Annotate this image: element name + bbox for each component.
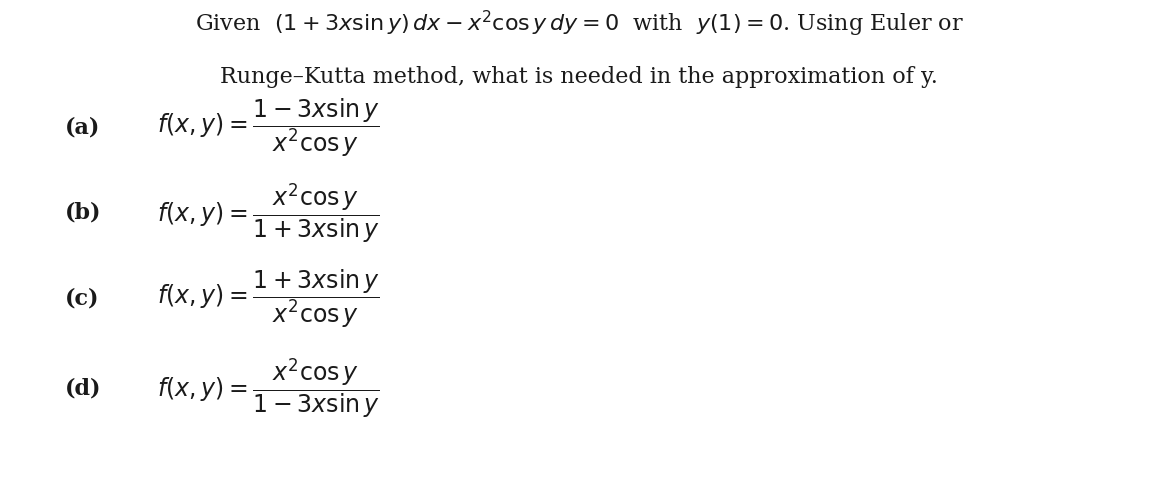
Text: $f(x, y) = \dfrac{x^2\cos y}{1+3x\sin y}$: $f(x, y) = \dfrac{x^2\cos y}{1+3x\sin y}… xyxy=(157,181,380,245)
Text: (d): (d) xyxy=(65,378,102,400)
Text: $f(x, y) = \dfrac{x^2\cos y}{1-3x\sin y}$: $f(x, y) = \dfrac{x^2\cos y}{1-3x\sin y}… xyxy=(157,357,380,421)
Text: $f(x, y) = \dfrac{1-3x\sin y}{x^2\cos y}$: $f(x, y) = \dfrac{1-3x\sin y}{x^2\cos y}… xyxy=(157,96,380,159)
Text: $f(x, y) = \dfrac{1+3x\sin y}{x^2\cos y}$: $f(x, y) = \dfrac{1+3x\sin y}{x^2\cos y}… xyxy=(157,267,380,330)
Text: (a): (a) xyxy=(65,116,101,138)
Text: Runge–Kutta method, what is needed in the approximation of y.: Runge–Kutta method, what is needed in th… xyxy=(220,65,938,87)
Text: (c): (c) xyxy=(65,287,100,309)
Text: Given  $(1 + 3x\sin y)\,dx - x^2\cos y\,dy = 0$  with  $y(1) = 0$. Using Euler o: Given $(1 + 3x\sin y)\,dx - x^2\cos y\,d… xyxy=(195,9,963,39)
Text: (b): (b) xyxy=(65,202,102,224)
